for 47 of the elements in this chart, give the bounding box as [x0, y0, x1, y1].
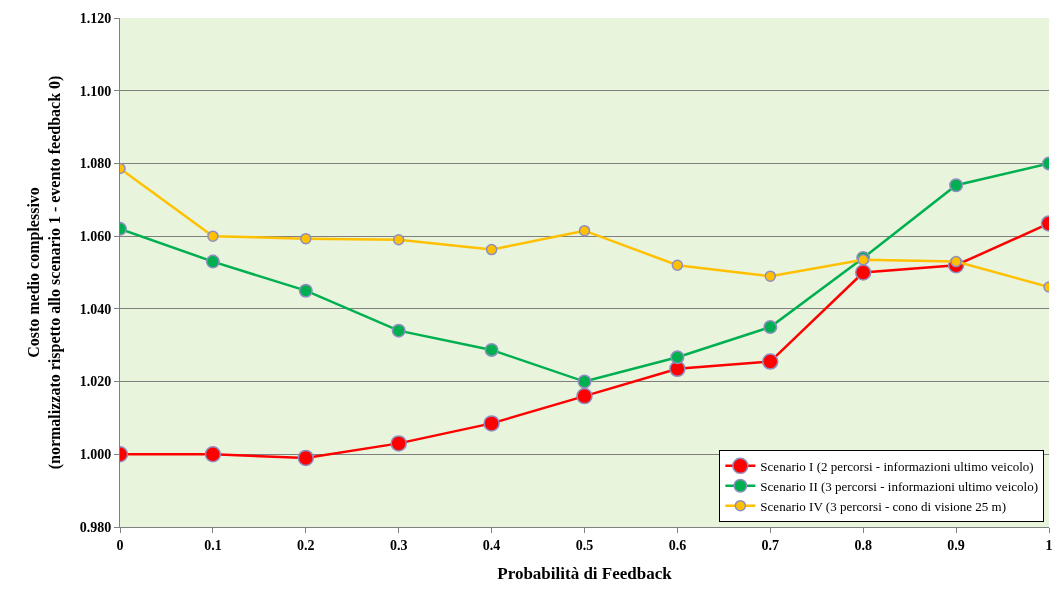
y-tick-label: 1.080 [79, 156, 112, 172]
x-tick-label: 0.7 [761, 537, 780, 553]
point [764, 270, 777, 282]
y-tick-label: 1.100 [79, 83, 112, 99]
point [391, 323, 406, 338]
point [762, 353, 779, 370]
y-axis-title: Costo medio complessivo (normalizzato rispetto allo scenario 1 - evento feedback 0) [24, 75, 64, 470]
x-tick-label: 0 [116, 537, 124, 553]
y-tick-label: 1.060 [79, 229, 112, 245]
x-tick-label: 0.5 [575, 537, 594, 553]
x-tick-label: 0.3 [389, 537, 408, 553]
point [297, 449, 315, 467]
point [484, 342, 499, 357]
x-tick-label: 0.4 [482, 537, 501, 553]
x-axis-title: Probabilità di Feedback [497, 564, 673, 584]
point [204, 446, 222, 463]
y-tick-label: 1.040 [79, 301, 112, 317]
x-tick-label: 1 [1045, 537, 1053, 553]
point [207, 230, 219, 242]
legend-label: Scenario I (2 percorsi - informazioni ultimo veicolo) [760, 458, 1034, 474]
x-tick-label: 0.8 [854, 537, 872, 553]
point [854, 264, 872, 281]
y-tick-label: 1.120 [79, 10, 112, 26]
point [390, 435, 407, 452]
point [949, 178, 964, 193]
legend-label: Scenario II (3 percorsi - informazioni ultimo veicolo) [760, 478, 1038, 494]
point [205, 254, 220, 269]
point [671, 259, 684, 271]
x-tick-label: 0.1 [204, 537, 222, 553]
point [392, 234, 405, 246]
point [483, 415, 500, 432]
y-tick-label: 1.000 [79, 447, 112, 463]
x-tick-label: 0.2 [297, 537, 315, 553]
point [576, 387, 593, 405]
point [670, 350, 685, 365]
point [578, 224, 591, 237]
legend-label: Scenario IV (3 percorsi - cono di visione 25 m) [760, 498, 1006, 514]
point [763, 320, 778, 335]
point [577, 374, 592, 389]
point [298, 283, 313, 298]
point [485, 243, 498, 256]
point [300, 232, 312, 245]
y-tick-label: 0.980 [79, 519, 112, 535]
x-tick-label: 0.6 [668, 537, 687, 553]
point [857, 254, 869, 266]
y-tick-label: 1.020 [79, 374, 112, 390]
x-tick-label: 0.9 [947, 537, 965, 553]
